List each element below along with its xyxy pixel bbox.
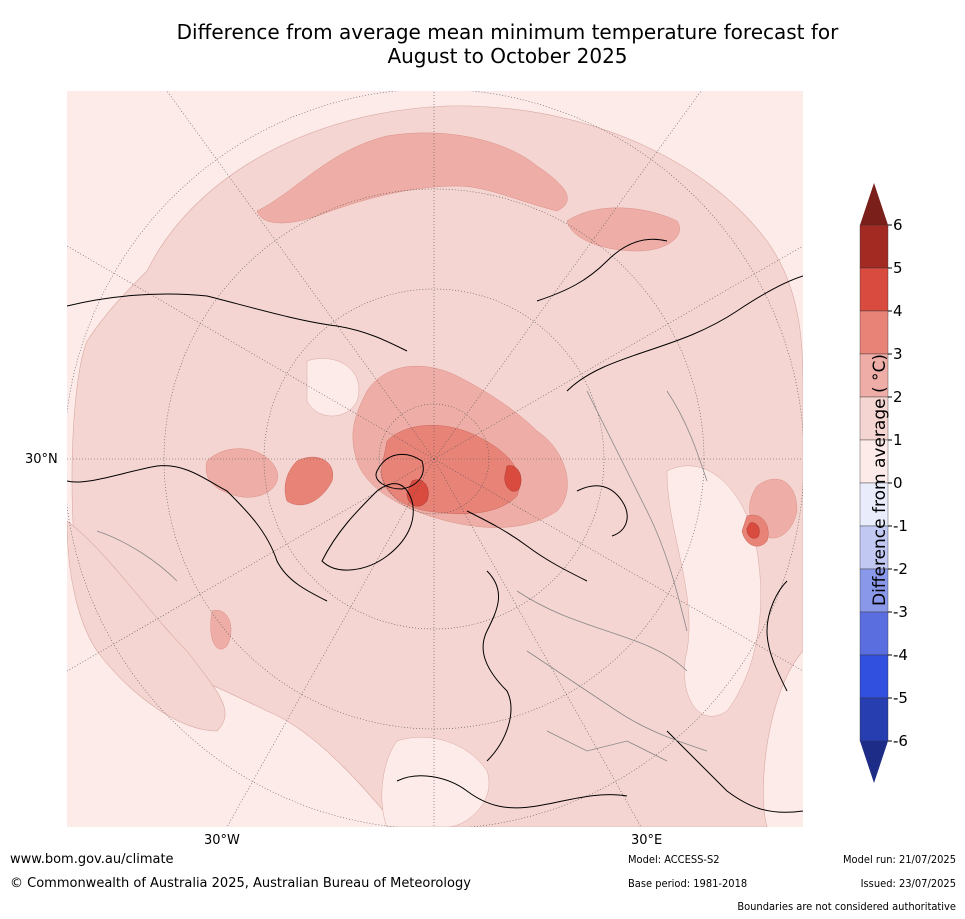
colorbar-tick-label: -2 xyxy=(893,560,908,578)
colorbar-swatch xyxy=(859,525,889,570)
colorbar-swatch xyxy=(859,310,889,355)
lon-label-30e: 30°E xyxy=(631,833,663,848)
anomaly-region-1to2-south xyxy=(67,520,226,732)
colorbar-tick-label: -4 xyxy=(893,646,908,664)
colorbar-svg: 6 5 4 3 2 1 0 -1 -2 -3 -4 -5 -6 xyxy=(859,183,908,783)
anomaly-region-2to3 xyxy=(205,448,278,498)
footer-copyright: © Commonwealth of Australia 2025, Austra… xyxy=(10,876,471,891)
colorbar-tick-label: 4 xyxy=(893,302,903,320)
graticule xyxy=(67,91,803,827)
temperature-anomaly-map xyxy=(67,91,803,827)
colorbar-tick-label: -1 xyxy=(893,517,908,535)
footer-url[interactable]: www.bom.gov.au/climate xyxy=(10,852,174,867)
footer-disclaimer: Boundaries are not considered authoritat… xyxy=(737,900,956,913)
country-borders xyxy=(96,390,708,762)
colorbar-swatch xyxy=(859,611,889,656)
colorbar-title: Difference from average ( °C) xyxy=(870,353,890,607)
colorbar-swatch xyxy=(859,267,889,312)
colorbar-tick-label: 3 xyxy=(893,345,903,363)
colorbar-swatch xyxy=(859,224,889,269)
coastlines xyxy=(67,238,803,813)
colorbar-swatch xyxy=(859,568,889,613)
colorbar-under-arrow xyxy=(860,741,888,783)
colorbar-tick-label: 1 xyxy=(893,431,903,449)
lon-label-30w: 30°W xyxy=(204,833,240,848)
map-title: Difference from average mean minimum tem… xyxy=(60,20,955,68)
anomaly-region-0to1-patch xyxy=(381,737,490,827)
colorbar-swatch xyxy=(859,396,889,441)
colorbar-tick-label: 6 xyxy=(893,216,903,234)
anomaly-region-4to5 xyxy=(504,465,522,492)
anomaly-region-2to3 xyxy=(566,207,680,252)
colorbar-tick-label: 5 xyxy=(893,259,903,277)
footer-base-period: Base period: 1981-2018 xyxy=(628,877,748,890)
anomaly-region-2to3 xyxy=(210,610,232,650)
footer-issued: Issued: 23/07/2025 xyxy=(860,877,956,890)
colorbar-swatch xyxy=(859,697,889,742)
anomaly-region-4to5 xyxy=(406,479,429,507)
anomaly-region-2to3 xyxy=(256,132,568,224)
map-title-line1: Difference from average mean minimum tem… xyxy=(176,20,839,44)
anomaly-region-4to5 xyxy=(746,522,760,539)
anomaly-region-0to1-patch xyxy=(666,465,761,717)
colorbar-tick-label: -5 xyxy=(893,689,908,707)
lat-label-30n: 30°N xyxy=(25,452,58,467)
footer-model: Model: ACCESS-S2 xyxy=(628,853,720,866)
colorbar-swatch xyxy=(859,482,889,527)
anomaly-region-0to1-patch xyxy=(306,358,360,417)
colorbar-tick-label: -6 xyxy=(893,732,908,750)
colorbar-tick-label: 0 xyxy=(893,474,903,492)
colorbar-swatch xyxy=(859,654,889,699)
map-title-line2: August to October 2025 xyxy=(387,44,628,68)
colorbar-tick-label: 2 xyxy=(893,388,903,406)
map-canvas xyxy=(67,91,803,827)
colorbar: 6 5 4 3 2 1 0 -1 -2 -3 -4 -5 -6 xyxy=(850,180,960,785)
colorbar-tick-label: -3 xyxy=(893,603,908,621)
colorbar-over-arrow xyxy=(860,183,888,225)
footer-model-run: Model run: 21/07/2025 xyxy=(843,853,956,866)
colorbar-swatch xyxy=(859,353,889,398)
